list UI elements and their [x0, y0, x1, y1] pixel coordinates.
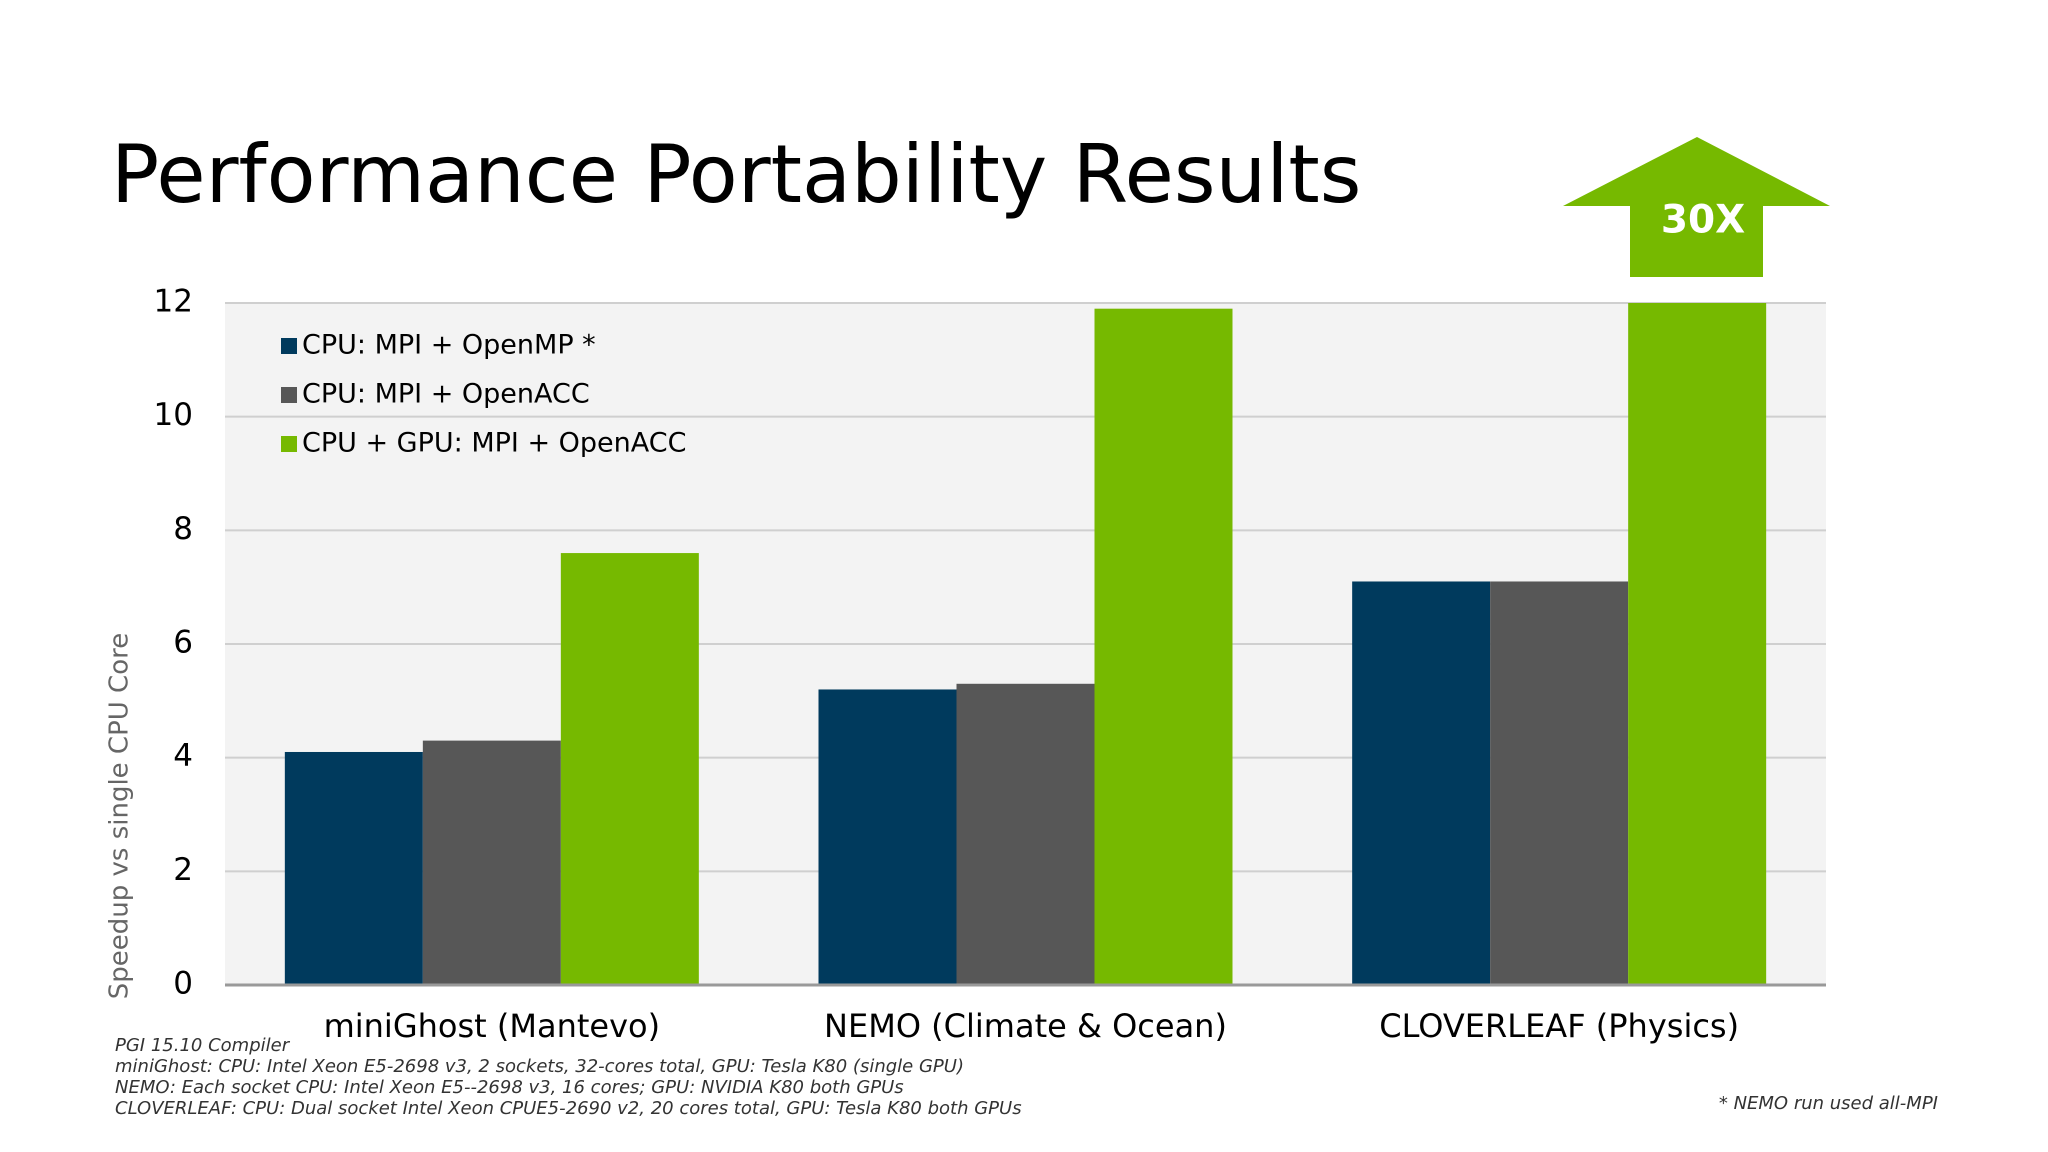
marks: 0 2 4 6 8 10 12 miniGhost (Mantevo) NEMO (Climat…: [115, 284, 1826, 1119]
y-tick-label: 10: [154, 397, 193, 433]
bar: [1352, 581, 1491, 985]
legend-swatch: [281, 338, 297, 354]
legend-swatch: [281, 436, 297, 452]
footnote: CLOVERLEAF: CPU: Dual socket Intel Xeon …: [115, 1098, 1022, 1119]
x-tick-label: miniGhost (Mantevo): [324, 1007, 661, 1045]
note: * NEMO run used all-MPI: [1719, 1093, 1938, 1114]
bar: [422, 740, 561, 985]
bar: [1628, 303, 1767, 985]
footnote: miniGhost: CPU: Intel Xeon E5-2698 v3, 2…: [115, 1056, 964, 1077]
footnote: NEMO: Each socket CPU: Intel Xeon E5--26…: [115, 1077, 904, 1098]
y-tick-label: 0: [173, 966, 193, 1002]
bar: [956, 683, 1095, 985]
legend-label: CPU: MPI + OpenMP *: [302, 330, 596, 361]
arrow: [1563, 137, 1830, 277]
y-tick-label: 8: [173, 511, 193, 547]
bar: [1094, 308, 1233, 985]
legend-label: CPU: MPI + OpenACC: [302, 379, 590, 410]
footnote: PGI 15.10 Compiler: [115, 1035, 291, 1056]
x-tick-label: CLOVERLEAF (Physics): [1379, 1007, 1739, 1045]
y-tick-label: 12: [154, 284, 193, 320]
y-tick-label: 2: [173, 852, 193, 888]
bar: [560, 553, 699, 985]
y-axis-label: Speedup vs single CPU Core: [105, 633, 135, 1000]
value-label: 30X: [1661, 198, 1745, 243]
x-tick-label: NEMO (Climate & Ocean): [824, 1007, 1227, 1045]
y-tick-label: 6: [173, 625, 193, 661]
bar: [818, 689, 957, 985]
legend-label: CPU + GPU: MPI + OpenACC: [302, 428, 686, 459]
legend-swatch: [281, 387, 297, 403]
bar: [1490, 581, 1629, 985]
slide-title: Performance Portability Results: [111, 128, 1361, 221]
bar: [284, 751, 423, 985]
y-tick-label: 4: [173, 738, 193, 774]
